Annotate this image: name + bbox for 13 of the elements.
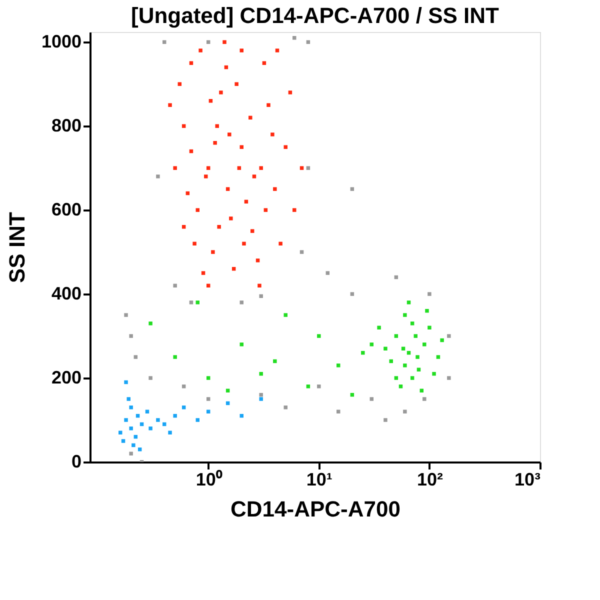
chart-title: [Ungated] CD14-APC-A700 / SS INT: [131, 3, 500, 28]
y-tick-label: 400: [51, 284, 82, 304]
y-tick-label: 0: [71, 452, 82, 472]
y-axis-title: SS INT: [4, 211, 30, 283]
y-tick-label: 600: [51, 200, 82, 220]
x-tick-label: 10²: [416, 470, 443, 490]
y-tick-label: 200: [51, 368, 82, 388]
x-tick-label: 10⁰: [196, 470, 223, 490]
y-tick-label: 800: [51, 116, 82, 136]
x-tick-label: 10³: [514, 470, 541, 490]
x-tick-label: 10¹: [306, 470, 332, 490]
y-tick-label: 1000: [41, 32, 82, 52]
x-axis-title: CD14-APC-A700: [230, 496, 400, 522]
